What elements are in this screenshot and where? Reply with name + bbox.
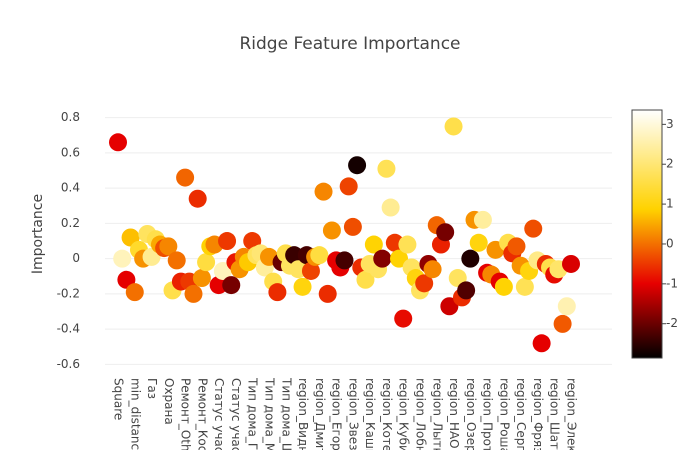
marker (293, 277, 312, 296)
y-tick-label: -0.2 (57, 286, 80, 300)
x-tick-label: Тип дома_Га (246, 377, 260, 450)
marker (553, 314, 572, 333)
x-tick-label: Тип дома_Мо (263, 377, 277, 450)
x-tick-label: region_Звезд (346, 378, 360, 450)
x-tick-label: region_Серп (514, 378, 528, 450)
marker (109, 133, 127, 152)
x-tick-label: region_Озер (464, 378, 478, 450)
y-tick-label: 0.2 (61, 216, 80, 230)
x-tick-label: Тип дома_Щ (279, 377, 293, 450)
marker (192, 269, 211, 288)
colorbar-tick-label: 1 (666, 197, 674, 211)
marker (335, 251, 354, 270)
x-tick-label: region_Шату (548, 378, 562, 450)
x-tick-label: Газ (145, 378, 159, 399)
marker (188, 189, 207, 208)
marker (469, 233, 488, 252)
x-tick-label: Square (112, 378, 126, 420)
marker (461, 249, 480, 268)
x-tick-label: Статус участ (212, 378, 226, 450)
marker (184, 284, 203, 303)
marker (394, 309, 413, 328)
marker (268, 283, 287, 302)
marker (343, 217, 362, 236)
x-tick-label: region_Роша (497, 378, 511, 450)
x-tick-label: region_Кубин (397, 378, 411, 450)
x-tick-label: region_Котел (380, 378, 394, 450)
colorbar-tick-label: 0 (666, 236, 674, 250)
marker (322, 221, 341, 240)
y-tick-label: 0.4 (61, 181, 80, 195)
x-tick-label: region_Егорь (330, 378, 344, 450)
x-tick-label: region_Дмитр (313, 378, 327, 450)
x-tick-label: region_Кашир (363, 378, 377, 450)
marker (494, 277, 513, 296)
marker (339, 177, 358, 196)
marker (218, 232, 237, 251)
marker (314, 182, 333, 201)
marker (398, 235, 417, 254)
y-tick-label: 0.8 (61, 110, 80, 124)
marker (457, 281, 476, 300)
marker (113, 249, 132, 268)
x-tick-label: Охрана (162, 378, 176, 425)
x-tick-label: region_Лобня (414, 378, 428, 450)
colorbar-tick-label: -1 (666, 276, 678, 290)
x-tick-label: region_Элект (565, 378, 579, 450)
colorbar-tick-label: 3 (666, 117, 674, 131)
marker (507, 237, 526, 256)
marker (390, 249, 409, 268)
x-tick-label: Ремонт_Othe (179, 378, 193, 450)
y-tick-label: 0 (72, 251, 80, 265)
marker (373, 249, 392, 268)
colorbar-tick-label: -2 (666, 316, 678, 330)
marker (440, 297, 459, 316)
marker (557, 297, 576, 316)
marker (197, 253, 216, 272)
y-tick-label: -0.4 (57, 322, 80, 336)
colorbar-tick-label: 2 (666, 157, 674, 171)
y-axis-label: Importance (30, 194, 46, 274)
marker (473, 210, 492, 229)
marker (364, 235, 383, 254)
marker (444, 117, 463, 136)
marker (176, 168, 195, 187)
marker (167, 251, 186, 270)
marker (356, 270, 375, 289)
marker (213, 261, 232, 280)
x-tick-label: Ремонт_Косм (195, 378, 209, 450)
y-tick-label: 0.6 (61, 145, 80, 159)
marker (348, 156, 367, 175)
marker (377, 159, 396, 178)
x-tick-label: region_Лытка (430, 378, 444, 450)
colorbar (631, 109, 663, 359)
marker (524, 219, 543, 238)
marker (515, 277, 534, 296)
marker (301, 261, 320, 280)
marker (125, 283, 144, 302)
marker (285, 246, 304, 265)
marker (436, 223, 455, 242)
x-tick-label: region_Видн (296, 378, 310, 450)
marker (222, 276, 241, 295)
marker (159, 237, 178, 256)
marker (415, 274, 434, 293)
marker (532, 334, 551, 353)
x-tick-label: Статус участ (229, 378, 243, 450)
marker (381, 198, 400, 217)
x-tick-label: region_Прото (481, 378, 495, 450)
marker (423, 260, 442, 279)
marker (209, 276, 228, 295)
chart-title: Ridge Feature Importance (239, 34, 460, 54)
y-tick-label: -0.6 (57, 357, 80, 371)
marker (318, 284, 337, 303)
x-tick-label: min_distance (128, 378, 142, 450)
marker (562, 254, 580, 273)
marker (310, 246, 329, 265)
x-tick-label: region_НАО ( (447, 378, 461, 450)
x-tick-label: region_Фряз (531, 378, 545, 450)
